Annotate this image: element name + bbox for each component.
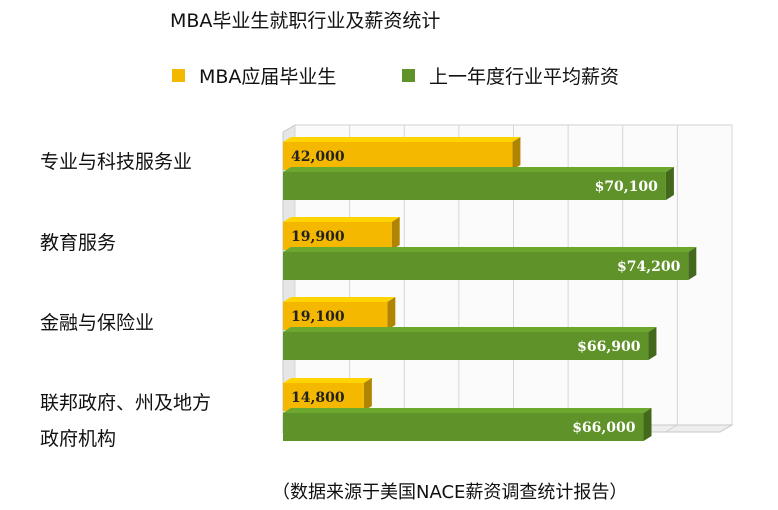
bar-top-industry: [283, 408, 652, 413]
data-label-industry: $74,200: [617, 259, 681, 275]
legend-swatch-mba: [172, 69, 185, 82]
bar-industry: [283, 172, 666, 200]
bar-side-mba: [387, 297, 396, 330]
bar-top-mba: [283, 297, 396, 302]
data-label-mba: 14,800: [291, 390, 345, 406]
bar-side-mba: [363, 378, 372, 411]
bar-industry: [283, 413, 644, 441]
data-label-mba: 19,900: [291, 229, 345, 245]
data-label-mba: 42,000: [291, 149, 345, 165]
legend-item-industry: 上一年度行业平均薪资: [402, 62, 619, 89]
bar-side-industry: [665, 167, 674, 200]
bar-mba: [283, 142, 513, 170]
bar-top-industry: [283, 327, 657, 332]
category-label: 专业与科技服务业: [40, 151, 193, 173]
bar-top-industry: [283, 247, 697, 252]
data-label-industry: $66,900: [577, 339, 641, 355]
bar-side-industry: [688, 247, 697, 280]
bar-mba: [283, 302, 388, 330]
gridline-floor: [719, 424, 733, 433]
category-label: 教育服务: [40, 232, 117, 254]
category-label: 联邦政府、州及地方: [40, 392, 212, 414]
legend-label-industry: 上一年度行业平均薪资: [429, 66, 620, 88]
source-note: （数据来源于美国NACE薪资调查统计报告）: [272, 482, 628, 503]
bar-side-industry: [648, 327, 657, 360]
data-label-industry: $66,000: [572, 420, 636, 436]
bar-top-mba: [283, 137, 521, 142]
bar-side-mba: [512, 137, 521, 170]
bar-mba: [283, 222, 392, 250]
category-label: 金融与保险业: [40, 312, 155, 334]
bar-side-industry: [643, 408, 652, 441]
bar-mba: [283, 383, 364, 411]
data-label-mba: 19,100: [291, 309, 345, 325]
category-label-line2: 政府机构: [40, 428, 117, 450]
bar-industry: [283, 332, 649, 360]
chart-title: MBA毕业生就职行业及薪资统计: [170, 10, 441, 32]
legend: MBA应届毕业生 上一年度行业平均薪资: [0, 62, 778, 89]
bar-industry: [283, 252, 689, 280]
bar-top-mba: [283, 378, 372, 383]
legend-item-mba: MBA应届毕业生: [172, 62, 336, 89]
gridline-floor: [665, 424, 678, 433]
legend-label-mba: MBA应届毕业生: [199, 66, 337, 88]
data-label-industry: $70,100: [595, 179, 659, 195]
bar-top-mba: [283, 217, 400, 222]
bar-side-mba: [391, 217, 400, 250]
legend-swatch-industry: [402, 69, 415, 82]
bar-top-industry: [283, 167, 674, 172]
